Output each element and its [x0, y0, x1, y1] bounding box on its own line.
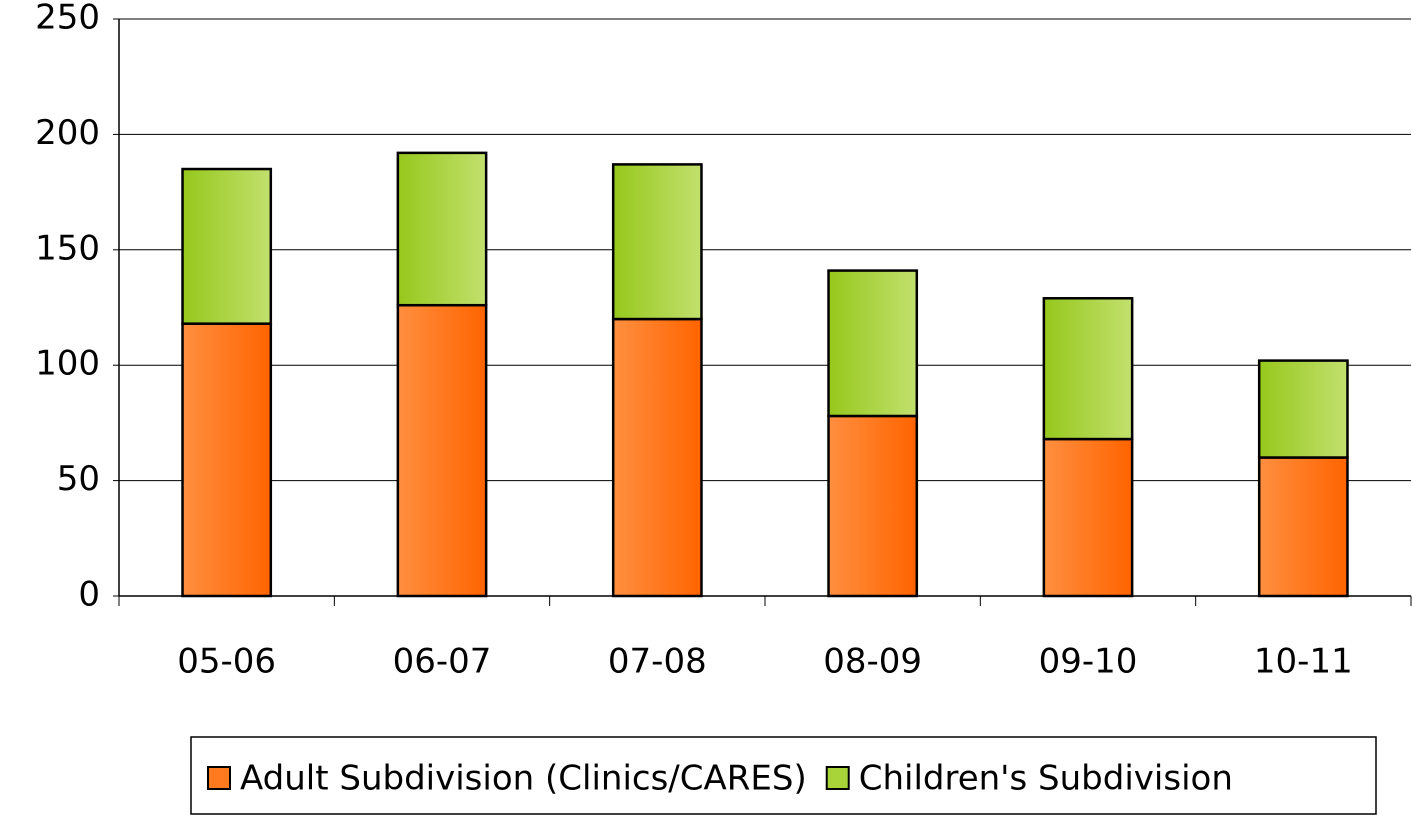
x-tick-label: 09-10: [1039, 642, 1138, 682]
x-tick-label: 07-08: [608, 642, 707, 682]
bar-segment: [1042, 297, 1134, 441]
y-tick-label: 50: [57, 459, 100, 499]
legend-label: Adult Subdivision (Clinics/CARES): [240, 759, 807, 799]
bar-segment: [827, 414, 919, 598]
bar-segment: [1042, 437, 1134, 598]
x-tick-label: 06-07: [393, 642, 492, 682]
x-tick-label: 05-06: [177, 642, 276, 682]
bar-segment: [1257, 359, 1349, 459]
y-tick-label: 200: [35, 113, 100, 153]
bar-segment: [181, 322, 273, 598]
legend-box: [190, 736, 1377, 815]
y-tick-label: 0: [78, 575, 100, 615]
bar-segment: [611, 163, 703, 321]
bar-segment: [827, 269, 919, 418]
x-tick-label: 08-09: [823, 642, 922, 682]
y-tick-label: 250: [35, 0, 100, 38]
y-tick-label: 150: [35, 228, 100, 268]
bar-segment: [181, 167, 273, 325]
bar-segment: [611, 317, 703, 598]
bar-segment: [1257, 456, 1349, 598]
bar-segment: [396, 303, 488, 598]
y-tick-label: 100: [35, 344, 100, 384]
legend-swatch: [825, 766, 850, 790]
bar-segment: [396, 151, 488, 307]
legend-label: Children's Subdivision: [859, 759, 1233, 799]
legend-swatch: [207, 766, 231, 790]
x-tick-label: 10-11: [1254, 642, 1353, 682]
